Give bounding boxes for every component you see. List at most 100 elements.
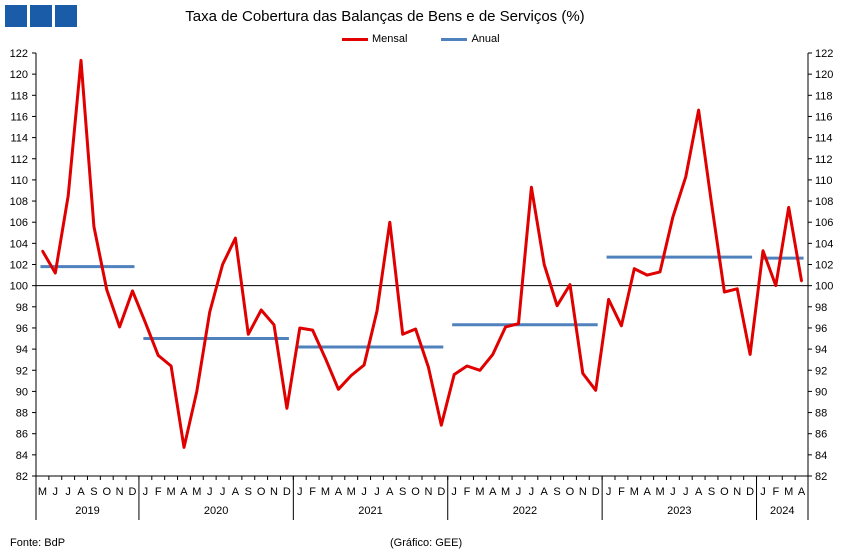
monthly-data-point: [324, 357, 327, 360]
monthly-data-point: [67, 194, 70, 197]
x-tick-label: M: [38, 486, 47, 498]
y-tick-label-right: 92: [815, 365, 827, 377]
x-tick-label: N: [116, 486, 124, 498]
y-tick-label-left: 112: [10, 154, 28, 166]
year-label: 2022: [513, 505, 537, 517]
monthly-data-point: [504, 325, 507, 328]
y-tick-label-left: 86: [16, 429, 28, 441]
x-tick-label: M: [630, 486, 639, 498]
x-tick-label: N: [270, 486, 278, 498]
monthly-data-point: [659, 270, 662, 273]
monthly-data-point: [157, 354, 160, 357]
monthly-data-point: [363, 363, 366, 366]
y-tick-label-left: 96: [16, 323, 28, 335]
y-tick-label-left: 90: [16, 386, 28, 398]
x-tick-label: N: [733, 486, 741, 498]
y-tick-label-left: 122: [10, 48, 28, 60]
monthly-data-point: [182, 446, 185, 449]
y-tick-label-right: 106: [815, 217, 833, 229]
year-label: 2023: [667, 505, 691, 517]
y-tick-label-left: 98: [16, 302, 28, 314]
x-tick-label: J: [374, 486, 380, 498]
x-tick-label: O: [257, 486, 266, 498]
year-label: 2021: [358, 505, 382, 517]
legend-label-monthly: Mensal: [372, 33, 408, 45]
monthly-data-point: [208, 311, 211, 314]
monthly-data-point: [401, 333, 404, 336]
x-tick-label: J: [143, 486, 149, 498]
x-tick-label: O: [102, 486, 111, 498]
monthly-data-point: [105, 288, 108, 291]
x-tick-label: S: [553, 486, 560, 498]
logo-block: [30, 5, 52, 27]
x-tick-label: J: [683, 486, 689, 498]
x-tick-label: F: [618, 486, 625, 498]
x-tick-label: D: [283, 486, 291, 498]
monthly-data-point: [273, 323, 276, 326]
x-tick-label: S: [399, 486, 406, 498]
monthly-data-point: [517, 322, 520, 325]
monthly-data-point: [620, 324, 623, 327]
year-label: 2024: [770, 505, 794, 517]
legend-item-monthly: Mensal: [342, 33, 407, 45]
x-tick-label: A: [643, 486, 651, 498]
y-tick-label-right: 100: [815, 281, 833, 293]
x-tick-label: A: [386, 486, 394, 498]
y-tick-label-right: 122: [815, 48, 833, 60]
y-tick-label-left: 102: [10, 260, 28, 272]
monthly-data-point: [453, 373, 456, 376]
monthly-data-point: [427, 366, 430, 369]
monthly-data-point: [131, 289, 134, 292]
y-tick-label-right: 112: [815, 154, 833, 166]
x-tick-label: S: [708, 486, 715, 498]
monthly-data-point: [466, 365, 469, 368]
legend-item-annual: Anual: [441, 33, 500, 45]
x-tick-label: J: [529, 486, 535, 498]
monthly-data-point: [607, 298, 610, 301]
x-tick-label: J: [670, 486, 676, 498]
y-tick-label-right: 110: [815, 175, 833, 187]
monthly-series-line: [41, 58, 804, 449]
monthly-data-point: [787, 206, 790, 209]
monthly-data-point: [118, 325, 121, 328]
monthly-data-point: [195, 390, 198, 393]
y-tick-label-left: 82: [16, 471, 28, 483]
y-tick-label-left: 118: [10, 90, 28, 102]
y-tick-label-right: 120: [815, 69, 833, 81]
monthly-data-point: [646, 274, 649, 277]
monthly-data-point: [697, 109, 700, 112]
x-tick-label: A: [232, 486, 240, 498]
x-tick-label: A: [335, 486, 343, 498]
y-tick-label-right: 82: [815, 471, 827, 483]
year-label: 2020: [204, 505, 228, 517]
monthly-data-point: [556, 304, 559, 307]
y-tick-label-right: 96: [815, 323, 827, 335]
x-tick-label: A: [695, 486, 703, 498]
x-tick-label: J: [65, 486, 71, 498]
monthly-data-point: [388, 221, 391, 224]
x-tick-label: F: [772, 486, 779, 498]
monthly-data-point: [285, 407, 288, 410]
x-tick-label: M: [347, 486, 356, 498]
x-tick-label: A: [541, 486, 549, 498]
monthly-data-point: [298, 326, 301, 329]
y-tick-label-left: 84: [16, 450, 28, 462]
monthly-data-point: [736, 287, 739, 290]
monthly-data-point: [684, 175, 687, 178]
chart-legend: Mensal Anual: [342, 33, 500, 45]
x-tick-label: D: [129, 486, 137, 498]
x-tick-label: J: [451, 486, 457, 498]
logo-block: [5, 5, 27, 27]
y-tick-label-left: 104: [10, 238, 28, 250]
y-tick-label-right: 108: [815, 196, 833, 208]
x-tick-label: M: [192, 486, 201, 498]
x-tick-label: A: [489, 486, 497, 498]
x-tick-label: F: [155, 486, 162, 498]
monthly-data-point: [375, 310, 378, 313]
x-tick-label: J: [297, 486, 303, 498]
y-tick-label-right: 98: [815, 302, 827, 314]
y-tick-label-left: 94: [16, 344, 28, 356]
legend-label-annual: Anual: [471, 33, 500, 45]
monthly-data-point: [491, 353, 494, 356]
x-tick-label: M: [501, 486, 510, 498]
